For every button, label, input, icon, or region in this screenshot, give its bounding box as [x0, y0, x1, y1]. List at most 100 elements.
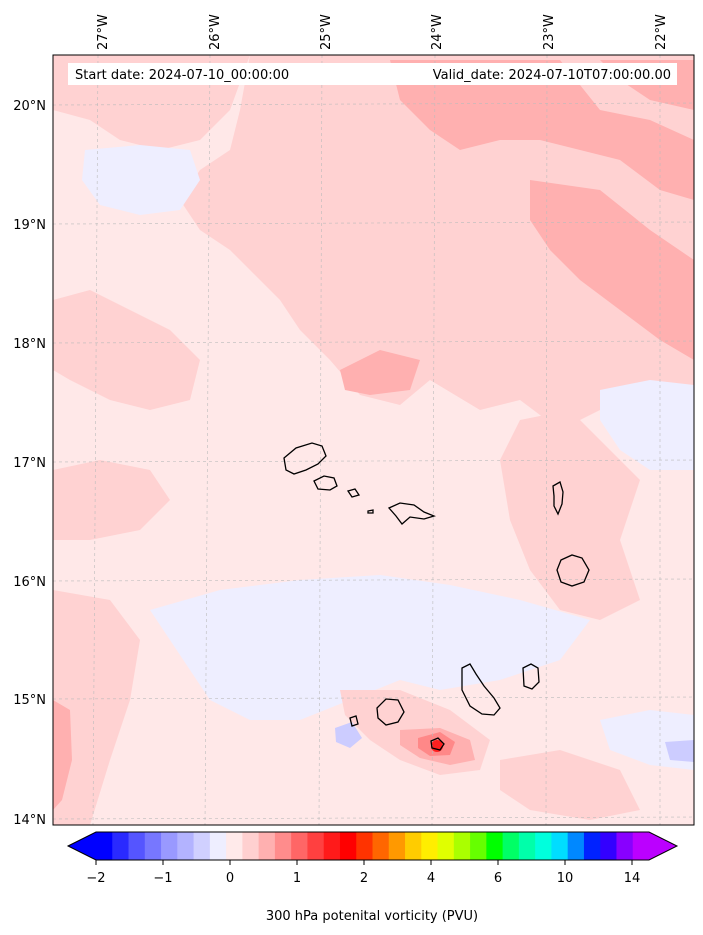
island-santiago: [461, 663, 501, 716]
lon-label-27w: 27°W: [96, 14, 111, 50]
colorbar-segment: [193, 832, 211, 860]
coastlines: [283, 442, 590, 751]
lat-label-15n: 15°N: [13, 693, 46, 708]
colorbar-tick-label: 0: [226, 871, 234, 886]
lat-label-18n: 18°N: [13, 337, 46, 352]
colorbar-segment: [470, 832, 487, 860]
colorbar-segment: [502, 832, 520, 860]
island-fogo: [376, 698, 405, 726]
colorbar-tick-label: 14: [624, 871, 641, 886]
colorbar-segment: [177, 832, 195, 860]
meridian-line: [92, 55, 99, 825]
meridian-line: [204, 55, 211, 825]
colorbar-segment: [291, 832, 308, 860]
colorbar-segment: [388, 832, 406, 860]
lon-label-26w: 26°W: [208, 14, 223, 50]
colorbar-tick-label: 2: [360, 871, 368, 886]
island-santo-antao: [283, 442, 327, 475]
map-frame: [52, 54, 695, 826]
gridlines: [53, 55, 694, 825]
pv-negative-spot-1: [335, 722, 362, 748]
colorbar-segment: [258, 832, 276, 860]
pv-region-upper: [180, 55, 694, 430]
pv-negative-region-south: [150, 575, 590, 720]
colorbar-segment: [112, 832, 130, 860]
lat-label-19n: 19°N: [13, 218, 46, 233]
lon-label-23w: 23°W: [542, 14, 557, 50]
colorbar-segment: [242, 832, 260, 860]
lon-label-22w: 22°W: [654, 14, 669, 50]
island-sao-nicolau: [387, 502, 436, 525]
colorbar-segment: [616, 832, 634, 860]
colorbar-segment: [144, 832, 162, 860]
island-santa-luzia: [346, 488, 361, 498]
pv-region-south-left: [53, 590, 140, 825]
parallel-line: [53, 696, 694, 700]
colorbar-segment: [339, 832, 357, 860]
colorbar-segment: [209, 832, 227, 860]
colorbar-tick-label: 6: [494, 871, 502, 886]
island-razo: [367, 509, 374, 514]
colorbar-segment: [421, 832, 439, 860]
island-maio: [522, 663, 540, 690]
colorbar-segment: [274, 832, 292, 860]
pv-region-south-left-high: [53, 700, 72, 810]
lat-label-17n: 17°N: [13, 456, 46, 471]
meridian-line: [431, 55, 436, 825]
colorbar-segment: [226, 832, 243, 860]
island-sal: [552, 481, 564, 516]
colorbar-segment: [535, 832, 552, 860]
lon-label-25w: 25°W: [319, 14, 334, 50]
colorbar-segment: [486, 832, 504, 860]
colorbar-segment: [632, 832, 650, 860]
lon-label-24w: 24°W: [430, 14, 445, 50]
parallel-line: [53, 816, 694, 820]
colorbar: −2 −1 0 1 2 4 6 10 14 300 hPa potenital vorticit…: [66, 831, 679, 924]
island-sao-vicente: [313, 475, 338, 491]
pv-negative-spot-2: [665, 740, 694, 762]
lat-label-16n: 16°N: [13, 575, 46, 590]
colorbar-title: 300 hPa potenital vorticity (PVU): [266, 909, 478, 924]
meridian-line: [545, 55, 548, 825]
parallel-line: [53, 340, 694, 344]
pv-region-left-mid: [53, 290, 200, 410]
island-brava: [349, 715, 359, 727]
pv-region-high-2: [530, 180, 694, 360]
colorbar-extend-max: [649, 832, 677, 860]
colorbar-segment: [437, 832, 455, 860]
pv-region-right-mid: [500, 410, 640, 620]
lat-label-20n: 20°N: [13, 99, 46, 114]
colorbar-segment: [96, 832, 113, 860]
pv-region-high-1: [390, 60, 694, 200]
colorbar-ticks: −2 −1 0 1 2 4 6 10 14: [86, 860, 640, 886]
parallel-line: [53, 578, 694, 582]
latitude-labels: 20°N 19°N 18°N 17°N 16°N 15°N 14°N: [13, 99, 46, 828]
pv-negative-region-right: [600, 380, 694, 470]
valid-date-text: Valid_date: 2024-07-10T07:00:00.00: [433, 68, 671, 83]
pv-region-high-3: [340, 350, 420, 395]
parallel-line: [53, 221, 694, 225]
colorbar-tick-label: 10: [557, 871, 574, 886]
pv-region-south-right: [500, 750, 640, 820]
parallel-line: [53, 459, 694, 463]
colorbar-tick-label: −1: [153, 871, 172, 886]
colorbar-segment: [567, 832, 585, 860]
colorbar-segment: [551, 832, 569, 860]
colorbar-segment: [307, 832, 325, 860]
colorbar-segment: [372, 832, 390, 860]
pv-region-left-low: [53, 460, 170, 540]
colorbar-tick-label: 1: [293, 871, 301, 886]
meridian-line: [318, 55, 323, 825]
colorbar-segment: [323, 832, 341, 860]
colorbar-segment: [518, 832, 536, 860]
colorbar-segment: [128, 832, 146, 860]
colorbar-segments: [96, 832, 650, 860]
island-boa-vista: [556, 554, 590, 587]
colorbar-tick-label: −2: [86, 871, 105, 886]
colorbar-extend-min: [68, 832, 96, 860]
lat-label-14n: 14°N: [13, 813, 46, 828]
pv-negative-region-top: [82, 145, 200, 215]
longitude-labels: 27°W 26°W 25°W 24°W 23°W 22°W: [96, 14, 669, 50]
colorbar-segment: [356, 832, 373, 860]
